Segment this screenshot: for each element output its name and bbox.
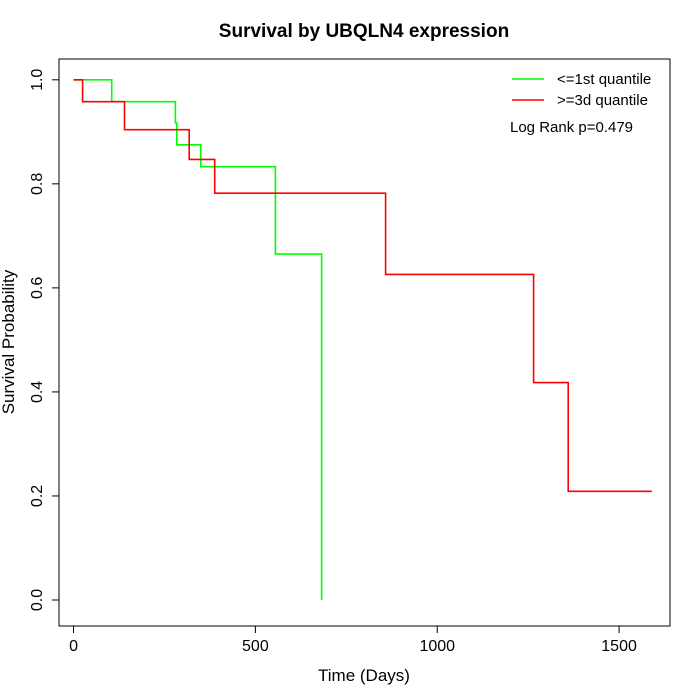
y-tick-label: 0.8 (29, 173, 46, 195)
series-line-2 (73, 79, 652, 493)
y-tick-label: 0.4 (29, 381, 46, 403)
x-tick-label: 1000 (419, 638, 455, 655)
legend-label-2: >=3d quantile (557, 92, 648, 109)
y-tick-label: 1.0 (29, 69, 46, 91)
y-tick-label: 0.0 (29, 589, 46, 611)
x-axis: 0 500 1000 1500 (69, 625, 637, 655)
x-tick-label: 1500 (601, 638, 637, 655)
x-axis-label: Time (Days) (318, 666, 410, 685)
series-layer (73, 79, 652, 600)
y-tick-label: 0.6 (29, 277, 46, 299)
plot-frame (58, 58, 671, 627)
x-tick-label: 0 (69, 638, 78, 655)
log-rank-annotation: Log Rank p=0.479 (510, 119, 633, 136)
y-axis: 0.0 0.2 0.4 0.6 0.8 1.0 (29, 69, 60, 611)
y-tick-label: 0.2 (29, 485, 46, 507)
legend: <=1st quantile >=3d quantile (512, 71, 651, 109)
x-tick-label: 500 (242, 638, 269, 655)
series-line-1 (73, 79, 323, 600)
y-axis-label: Survival Probability (0, 269, 18, 414)
chart-title: Survival by UBQLN4 expression (219, 21, 509, 42)
legend-label-1: <=1st quantile (557, 71, 651, 88)
